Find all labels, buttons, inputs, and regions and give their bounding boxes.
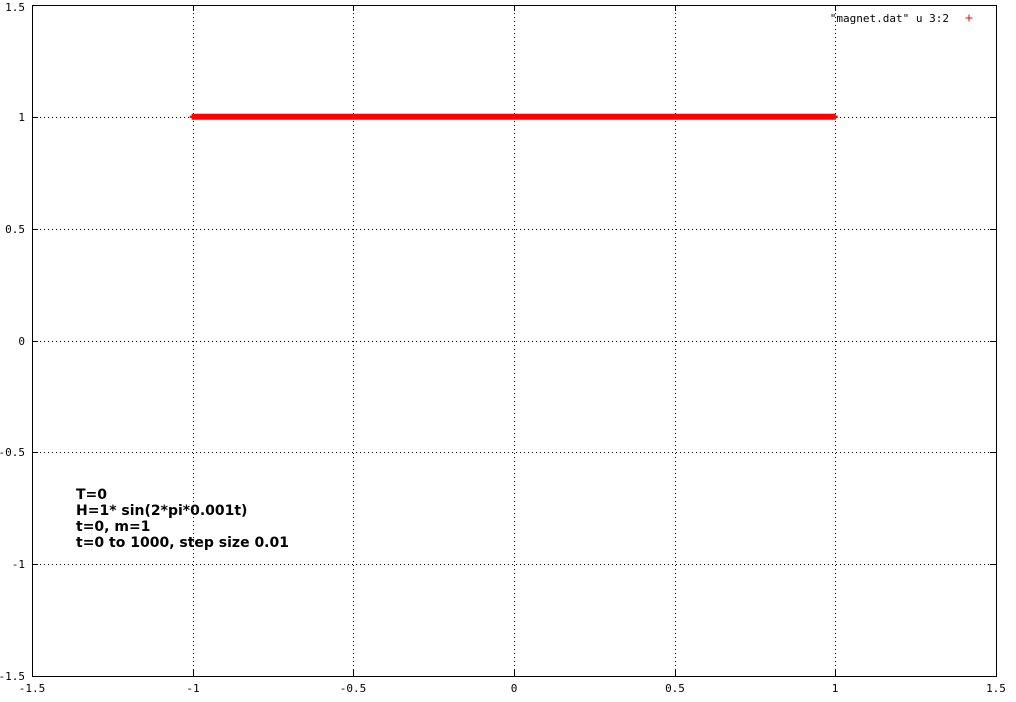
legend: "magnet.dat" u 3:2 [830,12,973,25]
x-tick-label: 0 [511,682,518,695]
y-tick-label: -0.5 [0,446,25,459]
x-tick-label: 1 [832,682,839,695]
grid [32,5,996,676]
axis-ticks: -1.5 -1 -0.5 0 0.5 1 1.5 -1.5 -1 -0.5 0 0.5 1 1.5 [0,1,1006,695]
y-tick-label: 0.5 [5,223,25,236]
legend-label: "magnet.dat" u 3:2 [830,12,949,25]
y-tick-label: -1.5 [0,670,25,683]
legend-marker-icon [965,14,973,22]
x-tick-label: -1.5 [19,682,46,695]
x-tick-label: 1.5 [986,682,1006,695]
y-tick-label: 1 [18,111,25,124]
series-magnet [189,113,838,120]
y-tick-label: 1.5 [5,1,25,14]
series-marker-band [189,113,838,120]
y-tick-label: -1 [12,558,25,571]
y-tick-label: 0 [18,335,25,348]
x-tick-label: -0.5 [340,682,367,695]
annotation-line: H=1* sin(2*pi*0.001t) [76,503,247,519]
annotation-line: t=0, m=1 [76,519,150,535]
legend-plus-icon [965,14,973,22]
annotation-line: T=0 [76,487,107,503]
annotation-line: t=0 to 1000, step size 0.01 [76,535,289,551]
annotation-box: T=0 H=1* sin(2*pi*0.001t) t=0, m=1 t=0 t… [76,487,289,551]
x-tick-label: 0.5 [665,682,685,695]
x-tick-label: -1 [186,682,199,695]
